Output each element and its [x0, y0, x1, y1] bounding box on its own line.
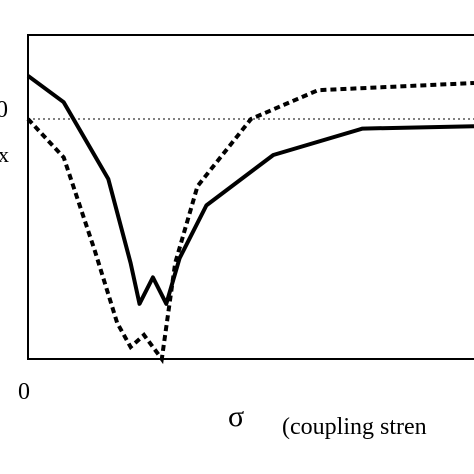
y-axis-label: x: [0, 142, 9, 167]
x-axis-label: (coupling stren: [282, 414, 427, 440]
x-axis-symbol: σ: [228, 400, 244, 433]
dotted-series-line: [26, 81, 474, 365]
plot-frame: [27, 34, 474, 360]
solid-series-line: [26, 74, 474, 306]
x-tick-label: 0: [18, 379, 30, 405]
y-tick-label: 0: [0, 97, 8, 123]
